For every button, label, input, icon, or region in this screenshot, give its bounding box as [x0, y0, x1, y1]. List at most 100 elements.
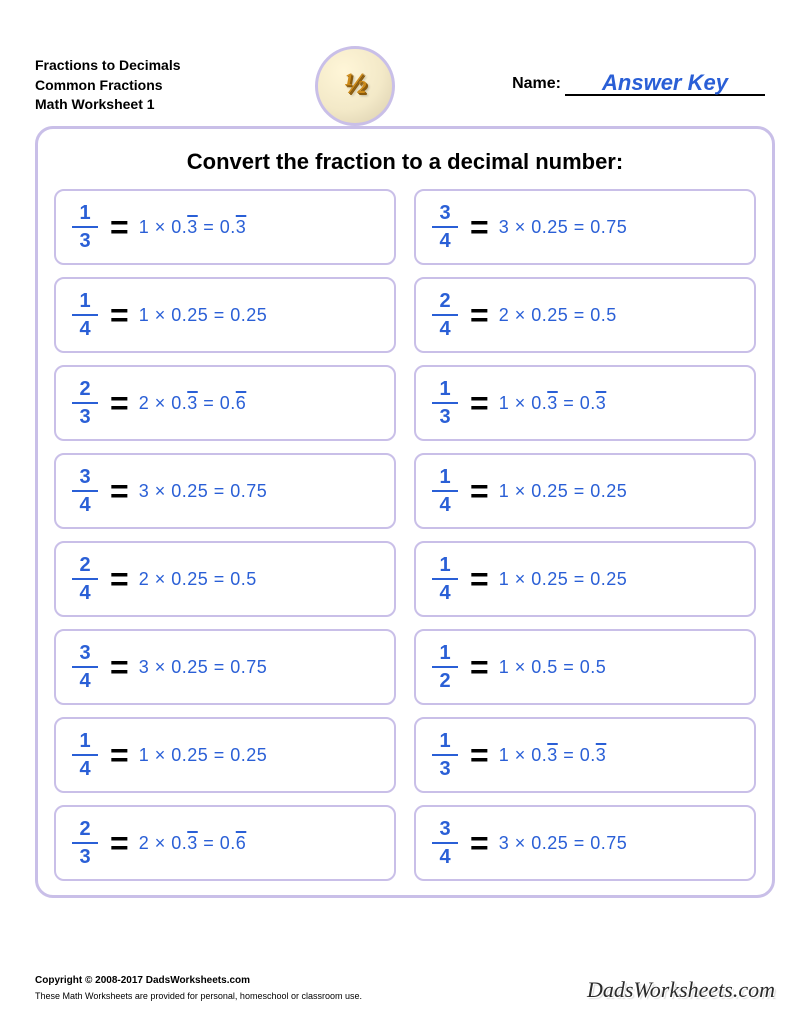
numerator: 2	[79, 379, 90, 402]
denominator: 4	[432, 578, 458, 603]
equals-sign: =	[110, 209, 129, 246]
fraction: 14	[432, 555, 458, 603]
fraction: 14	[432, 467, 458, 515]
fraction: 13	[72, 203, 98, 251]
denominator: 3	[72, 842, 98, 867]
denominator: 4	[432, 314, 458, 339]
numerator: 3	[79, 467, 90, 490]
solution-work: 1 × 0.25 = 0.25	[499, 569, 628, 590]
name-label: Name:	[512, 75, 561, 93]
problem-grid: 13=1 × 0.3 = 0.334=3 × 0.25 = 0.7514=1 ×…	[54, 189, 756, 881]
solution-work: 2 × 0.3 = 0.6	[139, 833, 247, 854]
fraction: 23	[72, 819, 98, 867]
numerator: 1	[79, 291, 90, 314]
denominator: 3	[72, 226, 98, 251]
fraction: 34	[432, 203, 458, 251]
numerator: 3	[439, 819, 450, 842]
fraction: 34	[72, 467, 98, 515]
worksheet-header: Fractions to Decimals Common Fractions M…	[35, 50, 775, 130]
numerator: 2	[79, 555, 90, 578]
problem-cell: 24 = 2 × 0.25 = 0.5	[414, 277, 756, 353]
solution-work: 1 × 0.25 = 0.25	[139, 305, 268, 326]
problem-cell: 14 = 1 × 0.25 = 0.25	[54, 717, 396, 793]
problem-cell: 13 = 1 × 0.3 = 0.3	[414, 717, 756, 793]
equals-sign: =	[470, 825, 489, 862]
equals-sign: =	[110, 473, 129, 510]
fraction: 24	[72, 555, 98, 603]
denominator: 3	[72, 402, 98, 427]
solution-work: 1 × 0.3 = 0.3	[139, 217, 247, 238]
title-line-1: Fractions to Decimals	[35, 56, 181, 76]
equals-sign: =	[470, 561, 489, 598]
problem-cell: 23=2 × 0.3 = 0.6	[54, 805, 396, 881]
denominator: 3	[432, 402, 458, 427]
problem-cell: 12 = 1 × 0.5 = 0.5	[414, 629, 756, 705]
fraction: 23	[72, 379, 98, 427]
denominator: 4	[72, 490, 98, 515]
numerator: 1	[439, 731, 450, 754]
instruction-heading: Convert the fraction to a decimal number…	[54, 149, 756, 175]
equals-sign: =	[470, 297, 489, 334]
equals-sign: =	[470, 473, 489, 510]
denominator: 2	[432, 666, 458, 691]
numerator: 3	[79, 643, 90, 666]
equals-sign: =	[470, 737, 489, 774]
problem-cell: 23 = 2 × 0.3 = 0.6	[54, 365, 396, 441]
fraction: 12	[432, 643, 458, 691]
equals-sign: =	[470, 649, 489, 686]
numerator: 1	[79, 731, 90, 754]
solution-work: 3 × 0.25 = 0.75	[499, 833, 628, 854]
denominator: 4	[72, 314, 98, 339]
denominator: 4	[432, 842, 458, 867]
problem-cell: 13 = 1 × 0.3 = 0.3	[414, 365, 756, 441]
numerator: 2	[439, 291, 450, 314]
answer-key-text: Answer Key	[602, 70, 728, 95]
legal-text: Copyright © 2008-2017 DadsWorksheets.com…	[35, 973, 362, 1003]
numerator: 3	[439, 203, 450, 226]
solution-work: 1 × 0.5 = 0.5	[499, 657, 607, 678]
numerator: 1	[439, 555, 450, 578]
fraction: 13	[432, 731, 458, 779]
equals-sign: =	[470, 385, 489, 422]
numerator: 2	[79, 819, 90, 842]
problem-cell: 34=3 × 0.25 = 0.75	[54, 453, 396, 529]
title-line-2: Common Fractions	[35, 76, 181, 96]
solution-work: 1 × 0.3 = 0.3	[499, 393, 607, 414]
fraction: 34	[432, 819, 458, 867]
usage-text: These Math Worksheets are provided for p…	[35, 989, 362, 1003]
denominator: 4	[72, 578, 98, 603]
fraction: 14	[72, 731, 98, 779]
fraction: 24	[432, 291, 458, 339]
problem-cell: 34=3 × 0.25 = 0.75	[54, 629, 396, 705]
fraction: 13	[432, 379, 458, 427]
denominator: 4	[432, 490, 458, 515]
solution-work: 3 × 0.25 = 0.75	[139, 657, 268, 678]
copyright-text: Copyright © 2008-2017 DadsWorksheets.com	[35, 973, 362, 989]
problem-cell: 14 = 1 × 0.25 = 0.25	[414, 453, 756, 529]
denominator: 4	[72, 754, 98, 779]
logo-text: ½	[344, 67, 366, 101]
denominator: 4	[72, 666, 98, 691]
fraction: 14	[72, 291, 98, 339]
problem-cell: 24 = 2 × 0.25 = 0.5	[54, 541, 396, 617]
page-footer: Copyright © 2008-2017 DadsWorksheets.com…	[35, 973, 775, 1003]
name-field: Name: Answer Key	[512, 68, 765, 96]
solution-work: 1 × 0.25 = 0.25	[499, 481, 628, 502]
solution-work: 2 × 0.3 = 0.6	[139, 393, 247, 414]
worksheet-frame: Convert the fraction to a decimal number…	[35, 126, 775, 898]
solution-work: 2 × 0.25 = 0.5	[139, 569, 257, 590]
fraction-logo-icon: ½	[315, 46, 395, 126]
problem-cell: 34 = 3 × 0.25 = 0.75	[414, 805, 756, 881]
solution-work: 1 × 0.3 = 0.3	[499, 745, 607, 766]
numerator: 1	[79, 203, 90, 226]
equals-sign: =	[110, 297, 129, 334]
equals-sign: =	[470, 209, 489, 246]
numerator: 1	[439, 643, 450, 666]
title-block: Fractions to Decimals Common Fractions M…	[35, 50, 181, 115]
equals-sign: =	[110, 561, 129, 598]
solution-work: 2 × 0.25 = 0.5	[499, 305, 617, 326]
fraction: 34	[72, 643, 98, 691]
equals-sign: =	[110, 737, 129, 774]
solution-work: 1 × 0.25 = 0.25	[139, 745, 268, 766]
equals-sign: =	[110, 385, 129, 422]
